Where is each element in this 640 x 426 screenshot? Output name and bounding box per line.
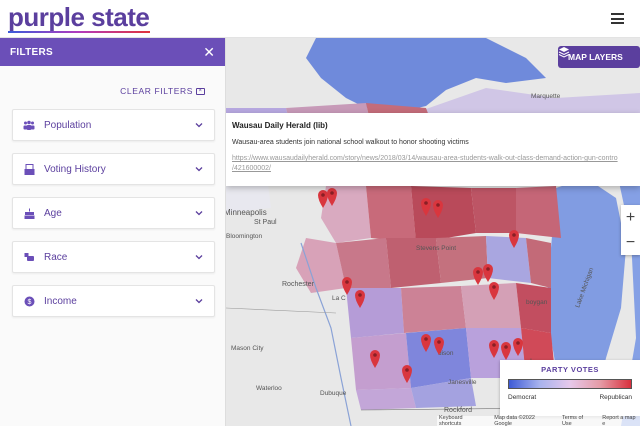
chevron-down-icon bbox=[195, 299, 203, 304]
people-icon bbox=[23, 119, 35, 131]
legend-republican-label: Republican bbox=[599, 394, 632, 401]
svg-text:Stevens Point: Stevens Point bbox=[416, 245, 456, 252]
map-data-text: Map data ©2022 Google bbox=[494, 415, 535, 426]
filters-sidebar: FILTERS ✕ CLEAR FILTERS × Population Vot… bbox=[0, 38, 226, 426]
svg-text:Mason City: Mason City bbox=[231, 345, 264, 352]
svg-text:boygan: boygan bbox=[526, 299, 548, 306]
svg-text:dison: dison bbox=[438, 350, 454, 357]
svg-text:Rochester: Rochester bbox=[282, 281, 315, 288]
map-marker bbox=[433, 200, 443, 218]
dollar-icon: $ bbox=[23, 295, 35, 307]
svg-text:La C: La C bbox=[332, 295, 346, 302]
map-marker bbox=[473, 267, 483, 285]
map-marker bbox=[370, 350, 380, 368]
filter-population[interactable]: Population bbox=[12, 109, 215, 141]
logo-underline bbox=[8, 31, 150, 33]
close-icon[interactable]: ✕ bbox=[203, 43, 215, 60]
map-marker bbox=[327, 188, 337, 206]
filter-label: Income bbox=[44, 295, 77, 307]
filter-race[interactable]: Race bbox=[12, 241, 215, 273]
clear-filters-label: CLEAR FILTERS bbox=[120, 86, 193, 96]
svg-text:Rockford: Rockford bbox=[444, 407, 472, 414]
legend-gradient bbox=[508, 379, 632, 389]
map-marker bbox=[501, 342, 511, 360]
article-link[interactable]: https://www.wausaudailyherald.com/story/… bbox=[232, 155, 618, 162]
article-link-cont[interactable]: /421600002/ bbox=[232, 165, 271, 172]
map-marker bbox=[434, 337, 444, 355]
terms-link[interactable]: Terms of Use bbox=[561, 415, 584, 426]
map-attribution: Keyboard shortcuts Map data ©2022 Google… bbox=[437, 415, 640, 426]
cake-icon bbox=[23, 207, 35, 219]
map-marker bbox=[509, 230, 519, 248]
map-marker bbox=[421, 334, 431, 352]
layers-icon bbox=[558, 47, 570, 58]
map-marker bbox=[513, 338, 523, 356]
svg-text:Janesville: Janesville bbox=[448, 379, 477, 386]
app-header: purple state bbox=[0, 0, 640, 38]
map-marker bbox=[318, 190, 328, 208]
map-marker bbox=[402, 365, 412, 383]
svg-text:$: $ bbox=[27, 299, 31, 306]
legend-title: PARTY VOTES bbox=[541, 365, 599, 374]
filter-voting-history[interactable]: Voting History bbox=[12, 153, 215, 185]
news-markers bbox=[318, 188, 523, 383]
clear-icon: × bbox=[196, 87, 205, 95]
svg-text:Bloomington: Bloomington bbox=[226, 233, 263, 240]
map-marker bbox=[489, 340, 499, 358]
map-marker bbox=[421, 198, 431, 216]
filter-label: Population bbox=[44, 119, 92, 131]
party-votes-legend: PARTY VOTES Democrat Republican bbox=[500, 360, 640, 416]
map-marker bbox=[355, 290, 365, 308]
chevron-down-icon bbox=[195, 123, 203, 128]
svg-text:Minneapolis: Minneapolis bbox=[226, 208, 267, 217]
zoom-controls: + − bbox=[621, 205, 640, 255]
info-window-description: Wausau-area students join national schoo… bbox=[232, 139, 469, 146]
map-marker bbox=[489, 282, 499, 300]
svg-text:St Paul: St Paul bbox=[254, 219, 277, 226]
svg-text:Dubuque: Dubuque bbox=[320, 390, 347, 397]
svg-text:Waterloo: Waterloo bbox=[256, 385, 282, 392]
zoom-in-button[interactable]: + bbox=[625, 209, 636, 226]
map-layers-label: MAP LAYERS bbox=[568, 52, 623, 62]
news-info-window: Wausau Daily Herald (lib) Wausau-area st… bbox=[226, 113, 640, 186]
chevron-down-icon bbox=[195, 211, 203, 216]
zoom-out-button[interactable]: − bbox=[625, 234, 636, 251]
svg-text:Marquette: Marquette bbox=[531, 93, 561, 100]
info-window-title: Wausau Daily Herald (lib) bbox=[232, 121, 328, 130]
filter-label: Voting History bbox=[44, 163, 106, 175]
filter-age[interactable]: Age bbox=[12, 197, 215, 229]
map-marker bbox=[483, 264, 493, 282]
ballot-icon bbox=[23, 163, 35, 175]
chevron-down-icon bbox=[195, 255, 203, 260]
clear-filters-button[interactable]: CLEAR FILTERS × bbox=[120, 86, 205, 96]
filters-title: FILTERS bbox=[10, 46, 54, 58]
filter-label: Age bbox=[44, 207, 62, 219]
map-marker bbox=[342, 277, 352, 295]
filter-label: Race bbox=[44, 251, 68, 263]
map-layers-button[interactable]: MAP LAYERS bbox=[558, 46, 640, 68]
app-logo[interactable]: purple state bbox=[8, 2, 150, 32]
filter-income[interactable]: $ Income bbox=[12, 285, 215, 317]
hands-icon bbox=[23, 251, 35, 263]
keyboard-shortcuts-link[interactable]: Keyboard shortcuts bbox=[439, 415, 463, 426]
chevron-down-icon bbox=[195, 167, 203, 172]
hamburger-menu-icon[interactable] bbox=[611, 13, 624, 24]
filters-header: FILTERS ✕ bbox=[0, 38, 225, 66]
report-error-link[interactable]: Report a map e bbox=[602, 415, 636, 426]
legend-democrat-label: Democrat bbox=[508, 394, 537, 401]
